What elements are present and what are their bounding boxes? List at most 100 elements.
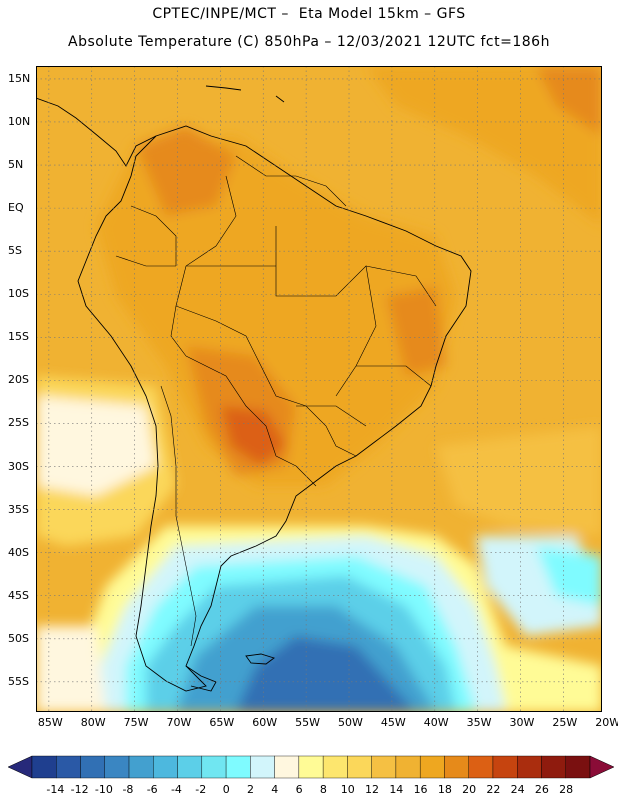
colorbar-cell [565, 755, 591, 779]
field-20-22-north-sa [136, 126, 236, 216]
field-6-8-southwest [36, 626, 106, 712]
colorbar-tick-label: -10 [94, 783, 113, 796]
field-18-20-north [366, 66, 602, 226]
colorbar-cell [274, 755, 300, 779]
latitude-label: 45S [8, 588, 29, 602]
latitude-label: 15S [8, 330, 29, 344]
latitude-label: EQ [8, 201, 24, 215]
colorbar-tick-label: 16 [413, 783, 428, 796]
map-frame [36, 66, 602, 712]
longitude-label: 55W [295, 716, 320, 729]
colorbar-tick-label: -12 [70, 783, 89, 796]
colorbar-cell [541, 755, 566, 779]
border-ecuador-peru [115, 255, 176, 267]
border-bolivia-argentina [185, 355, 277, 457]
field-6-8-pacific [36, 396, 156, 496]
latitude-label: 25S [8, 416, 29, 430]
field-18-20-continent [96, 136, 456, 486]
latitude-label: 55S [8, 674, 29, 688]
longitude-label: 30W [509, 716, 535, 729]
longitude-label: 60W [252, 716, 278, 729]
colorbar-max-triangle [589, 755, 615, 779]
coast-caribbean [205, 85, 242, 91]
colorbar-cell [444, 755, 469, 779]
colorbar-tick-label: -2 [195, 783, 207, 796]
temperature-map [36, 66, 602, 712]
field-minus10-minus8-core [236, 636, 416, 712]
colorbar-cell [492, 755, 518, 779]
colorbar-tick-label: 14 [389, 783, 404, 796]
colorbar-cell [56, 755, 81, 779]
border-peru-bolivia [170, 305, 187, 357]
longitude-label: 40W [423, 716, 449, 729]
latitude-label: 40S [8, 545, 29, 559]
longitude-label: 20W [595, 716, 618, 729]
colorbar-cell [517, 755, 542, 779]
border-venezuela-guianas [235, 155, 347, 207]
colorbar-tick-label: 22 [486, 783, 501, 796]
colorbar-cell [468, 755, 494, 779]
colorbar-tick-label: -8 [122, 783, 134, 796]
country-borders [115, 155, 437, 647]
border-brazil-west [175, 175, 357, 457]
border-chile-argentina [160, 385, 197, 647]
longitude-label: 50W [338, 716, 363, 729]
colorbar-min-triangle [7, 755, 33, 779]
colorbar-cell [31, 755, 57, 779]
field-22-24-chaco-core [221, 406, 286, 466]
colorbar-tick-label: 4 [271, 783, 279, 796]
colorbar-tick-label: -14 [46, 783, 65, 796]
longitude-label: 85W [37, 716, 63, 729]
colorbar-tick-label: 2 [247, 783, 255, 796]
colorbar-cell [322, 755, 348, 779]
colorbar-cell [80, 755, 105, 779]
longitude-label: 75W [123, 716, 149, 729]
field-20-22-northeast [536, 66, 602, 136]
colorbar-cell [250, 755, 275, 779]
border-uruguay [275, 455, 317, 487]
colorbar-cell [201, 755, 227, 779]
colorbar-cell [104, 755, 130, 779]
colorbar-cell [225, 755, 251, 779]
latitude-label: 30S [8, 459, 29, 473]
colorbar-cell [128, 755, 154, 779]
chart-title-line-1: CPTEC/INPE/MCT – Eta Model 15km – GFS [152, 6, 466, 22]
colorbar-tick-label: 12 [365, 783, 380, 796]
colorbar-cell [347, 755, 372, 779]
latitude-label: 15N [8, 71, 31, 85]
latitude-label: 5S [8, 244, 22, 258]
longitude-label: 80W [80, 716, 106, 729]
latitude-label: 50S [8, 631, 29, 645]
coast-caribbean-2 [275, 95, 285, 103]
longitude-label: 70W [166, 716, 192, 729]
longitude-label: 45W [380, 716, 406, 729]
colorbar-tick-label: 28 [559, 783, 574, 796]
latitude-label: 5N [8, 158, 24, 172]
latitude-label: 35S [8, 502, 29, 516]
colorbar-tick-label: 18 [437, 783, 452, 796]
colorbar [7, 755, 615, 779]
border-brazil-states-5 [296, 405, 367, 427]
colorbar-cell [371, 755, 397, 779]
colorbar-tick-label: 24 [510, 783, 525, 796]
colorbar-tick-label: 20 [462, 783, 477, 796]
border-brazil-states-3 [365, 265, 437, 307]
colorbar-tick-label: 6 [295, 783, 303, 796]
colorbar-tick-label: -4 [170, 783, 182, 796]
field-2-4-atlantic-east [536, 546, 602, 606]
colorbar-tick-label: -6 [146, 783, 158, 796]
colorbar-cell [395, 755, 421, 779]
colorbar-tick-label: 8 [319, 783, 327, 796]
longitude-label: 35W [466, 716, 492, 729]
colorbar-tick-label: 10 [340, 783, 355, 796]
longitude-label: 25W [552, 716, 578, 729]
colorbar-cell [419, 755, 445, 779]
longitude-label: 65W [209, 716, 235, 729]
colorbar-cell [153, 755, 178, 779]
coast-falklands [245, 653, 275, 665]
chart-title-line-2: Absolute Temperature (C) 850hPa – 12/03/… [68, 34, 550, 50]
coast-south-america [77, 125, 472, 692]
coast-central-america [36, 97, 157, 167]
temperature-field [36, 66, 602, 712]
colorbar-cell [177, 755, 203, 779]
